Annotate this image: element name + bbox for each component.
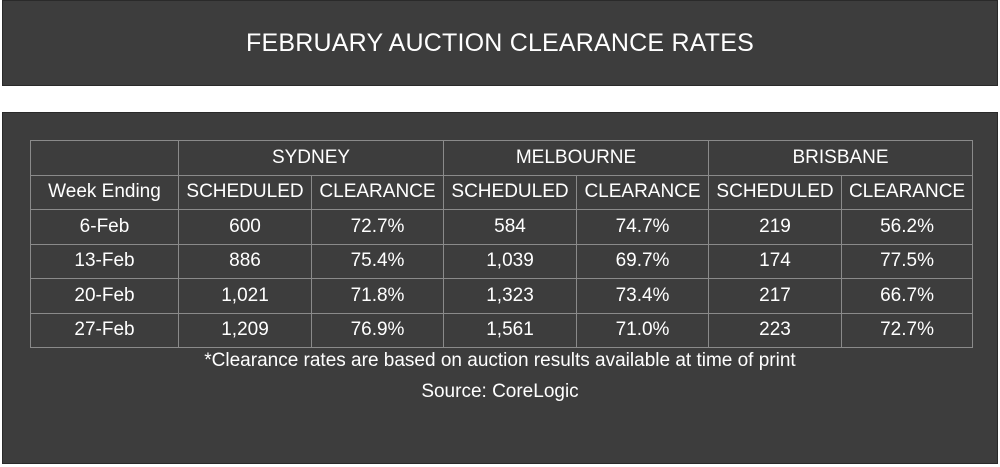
brisbane-clearance-cell: 72.7%: [841, 312, 974, 348]
table-row: 6-Feb 600 72.7% 584 74.7% 219 56.2%: [30, 209, 974, 245]
table-row: 27-Feb 1,209 76.9% 1,561 71.0% 223 72.7%: [30, 312, 974, 348]
city-header-row: SYDNEY MELBOURNE BRISBANE: [30, 140, 974, 176]
city-header-melbourne: MELBOURNE: [443, 140, 710, 176]
corner-cell: [30, 140, 179, 176]
title-band: FEBRUARY AUCTION CLEARANCE RATES: [2, 0, 998, 86]
melbourne-scheduled-cell: 584: [443, 209, 578, 245]
sydney-scheduled-cell: 886: [178, 243, 312, 279]
city-header-brisbane: BRISBANE: [708, 140, 974, 176]
melbourne-clearance-cell: 74.7%: [576, 209, 710, 245]
city-header-sydney: SYDNEY: [177, 140, 445, 176]
table-row: 20-Feb 1,021 71.8% 1,323 73.4% 217 66.7%: [30, 278, 974, 314]
column-header-clearance: CLEARANCE: [576, 174, 710, 210]
source-credit: Source: CoreLogic: [421, 381, 579, 402]
melbourne-clearance-cell: 69.7%: [576, 243, 710, 279]
melbourne-scheduled-cell: 1,039: [443, 243, 578, 279]
brisbane-scheduled-cell: 219: [708, 209, 843, 245]
column-header-scheduled: SCHEDULED: [708, 174, 843, 210]
week-cell: 20-Feb: [30, 278, 179, 314]
week-cell: 27-Feb: [30, 312, 179, 348]
sydney-scheduled-cell: 600: [178, 209, 312, 245]
table-panel: SYDNEY MELBOURNE BRISBANE Week Ending SC…: [2, 112, 998, 464]
brisbane-clearance-cell: 77.5%: [841, 243, 974, 279]
column-header-scheduled: SCHEDULED: [178, 174, 312, 210]
table-row: 13-Feb 886 75.4% 1,039 69.7% 174 77.5%: [30, 243, 974, 279]
melbourne-scheduled-cell: 1,323: [443, 278, 578, 314]
sydney-clearance-cell: 71.8%: [310, 278, 445, 314]
brisbane-scheduled-cell: 223: [708, 312, 843, 348]
footnote: *Clearance rates are based on auction re…: [204, 350, 796, 371]
chart-title: FEBRUARY AUCTION CLEARANCE RATES: [246, 28, 754, 57]
week-cell: 6-Feb: [30, 209, 179, 245]
melbourne-scheduled-cell: 1,561: [443, 312, 578, 348]
column-header-clearance: CLEARANCE: [841, 174, 974, 210]
sydney-scheduled-cell: 1,209: [178, 312, 312, 348]
column-header-row: Week Ending SCHEDULED CLEARANCE SCHEDULE…: [30, 174, 974, 210]
sydney-clearance-cell: 76.9%: [310, 312, 445, 348]
brisbane-scheduled-cell: 217: [708, 278, 843, 314]
melbourne-clearance-cell: 71.0%: [576, 312, 710, 348]
brisbane-clearance-cell: 56.2%: [841, 209, 974, 245]
column-header-clearance: CLEARANCE: [310, 174, 445, 210]
brisbane-clearance-cell: 66.7%: [841, 278, 974, 314]
brisbane-scheduled-cell: 174: [708, 243, 843, 279]
sydney-clearance-cell: 75.4%: [310, 243, 445, 279]
clearance-table: SYDNEY MELBOURNE BRISBANE Week Ending SC…: [30, 140, 974, 348]
row-header-label: Week Ending: [30, 174, 179, 210]
week-cell: 13-Feb: [30, 243, 179, 279]
sydney-scheduled-cell: 1,021: [178, 278, 312, 314]
column-header-scheduled: SCHEDULED: [443, 174, 578, 210]
melbourne-clearance-cell: 73.4%: [576, 278, 710, 314]
sydney-clearance-cell: 72.7%: [310, 209, 445, 245]
